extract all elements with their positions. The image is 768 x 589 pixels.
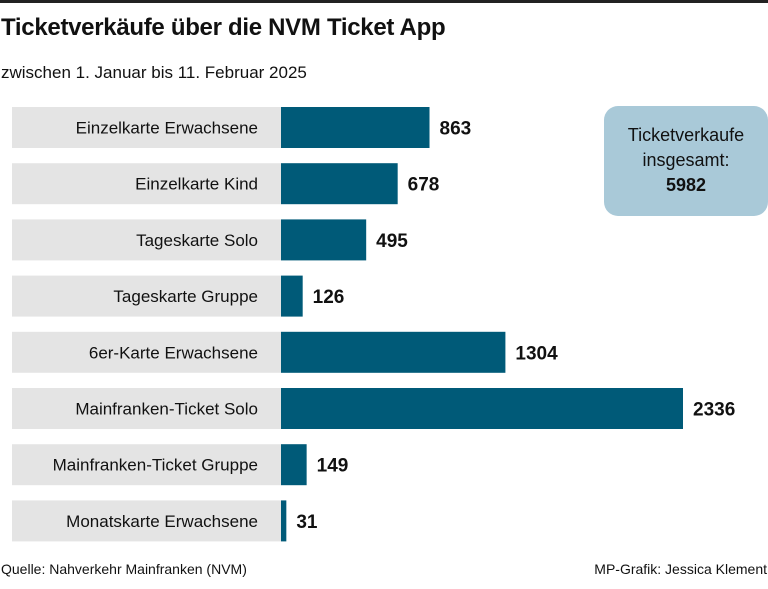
- summary-total-value: 5982: [665, 175, 707, 195]
- category-label: 6er-Karte Erwachsene: [89, 343, 258, 362]
- bar: [281, 275, 303, 317]
- value-label: 149: [317, 456, 349, 477]
- bar: [281, 444, 307, 486]
- category-label-bg: [12, 331, 281, 373]
- category-label: Tageskarte Gruppe: [113, 287, 258, 306]
- category-label-bg: [12, 275, 281, 317]
- category-label-bg: [12, 163, 281, 205]
- bar: [281, 219, 367, 261]
- bar: [281, 331, 506, 373]
- category-label-bg: [12, 219, 281, 261]
- category-label: Mainfranken-Ticket Solo: [75, 400, 258, 419]
- category-label-bg: [12, 107, 281, 148]
- category-label: Mainfranken-Ticket Gruppe: [53, 456, 258, 475]
- category-label: Monatskarte Erwachsene: [66, 512, 258, 531]
- bar: [281, 500, 287, 542]
- summary-box: Ticketverkaufe insgesamt: 5982: [604, 106, 768, 216]
- category-label-bg: [12, 444, 281, 486]
- bar: [281, 107, 430, 148]
- value-label: 495: [376, 231, 408, 252]
- top-rule: [0, 0, 768, 3]
- bar: [281, 388, 683, 429]
- category-label: Einzelkarte Kind: [135, 175, 258, 194]
- value-label: 1304: [515, 343, 558, 364]
- value-label: 678: [408, 175, 440, 196]
- bar: [281, 163, 398, 205]
- value-label: 863: [440, 119, 472, 140]
- value-label: 31: [296, 512, 318, 533]
- value-label: 2336: [693, 400, 735, 421]
- summary-label-line2: insgesamt:: [642, 150, 730, 170]
- summary-label-line1: Ticketverkaufe: [627, 125, 745, 145]
- chart-subtitle: zwischen 1. Januar bis 11. Februar 2025: [1, 63, 307, 82]
- value-label: 126: [313, 287, 345, 308]
- category-label: Tageskarte Solo: [136, 231, 258, 250]
- source-note: Quelle: Nahverkehr Mainfranken (NVM): [1, 561, 247, 577]
- graphic-credit: MP-Grafik: Jessica Klement: [594, 561, 767, 577]
- bar-chart: Einzelkarte Erwachsene 863 Einzelkarte Kin…: [12, 107, 735, 542]
- category-label-bg: [12, 500, 281, 542]
- category-label: Einzelkarte Erwachsene: [76, 119, 258, 138]
- category-label-bg: [12, 388, 281, 429]
- chart-title: Ticketverkäufe über die NVM Ticket App: [1, 14, 446, 41]
